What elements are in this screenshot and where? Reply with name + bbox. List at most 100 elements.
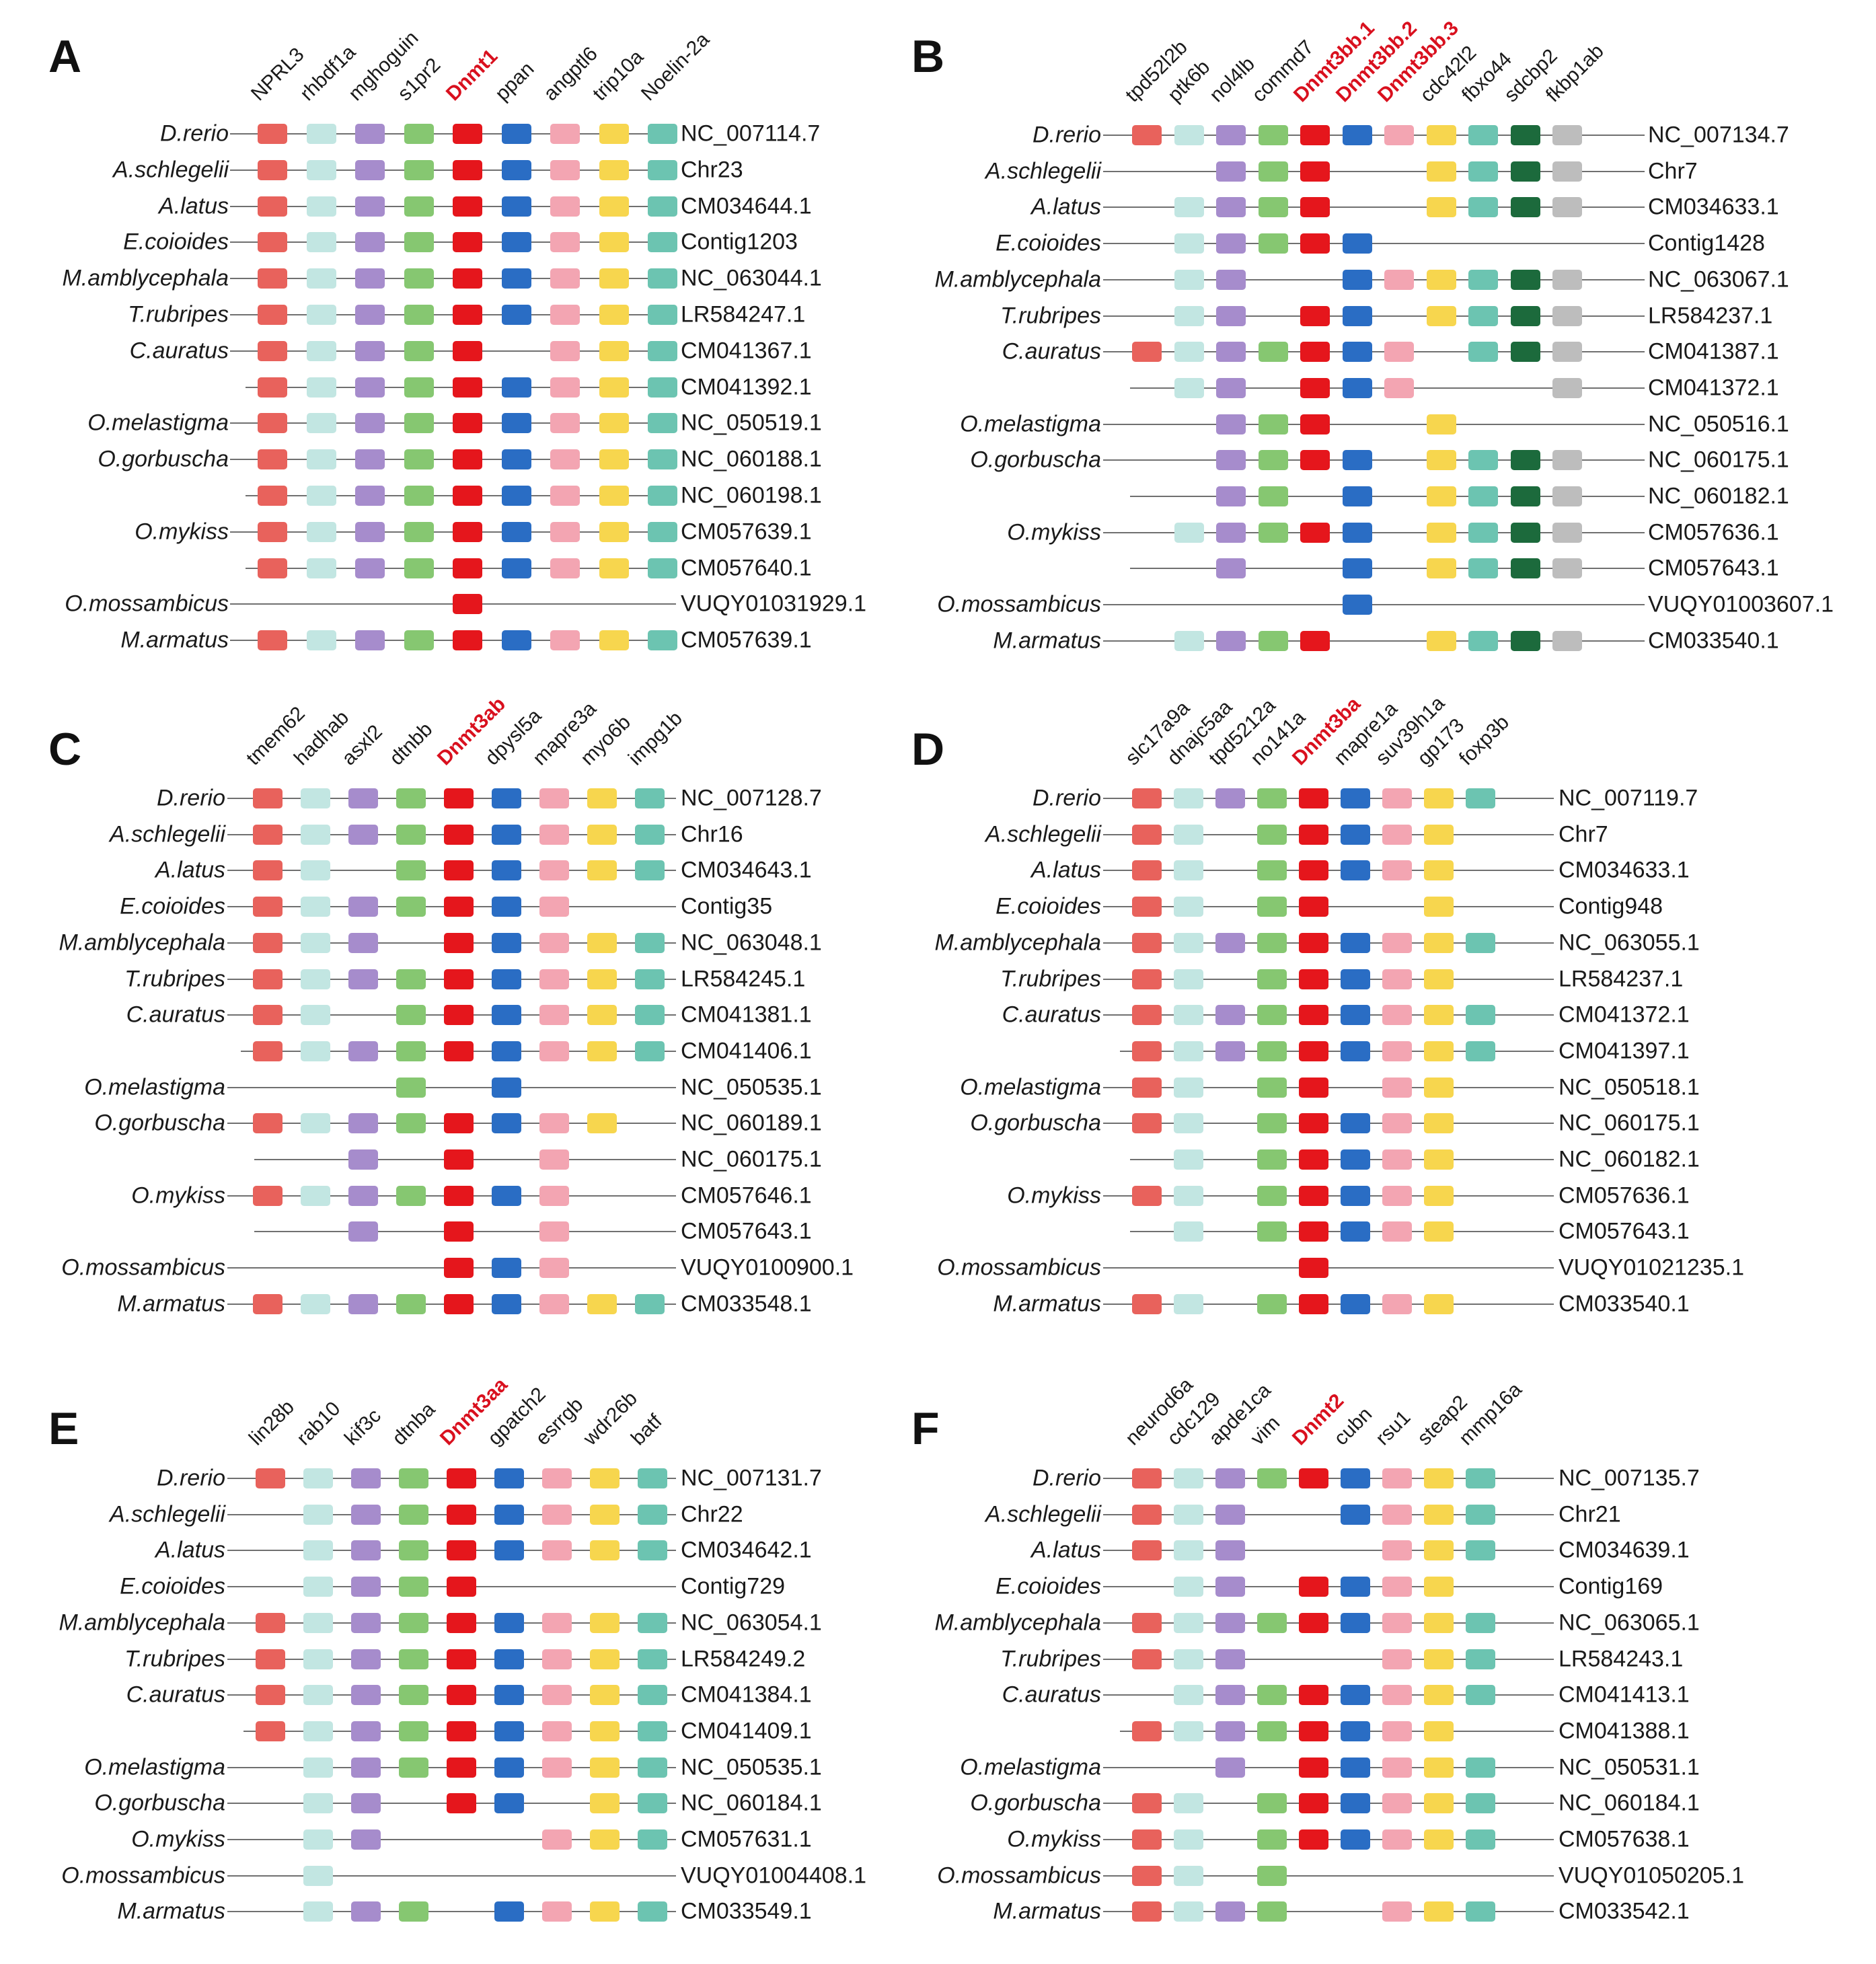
species-label: A.latus — [155, 1537, 225, 1563]
gene-box-angptl6 — [550, 449, 580, 470]
gene-box-wdr26b — [590, 1721, 620, 1741]
gene-box-rhbdf1a — [306, 630, 336, 651]
gene-box-noelin-2a — [648, 449, 677, 470]
gene-box-steap2 — [1424, 1721, 1454, 1741]
gene-box-kif3c — [351, 1793, 381, 1814]
species-label: O.gorbuscha — [94, 1790, 225, 1816]
gene-box-dnmt3ba — [1299, 932, 1328, 953]
gene-box-tpd52l2b — [1132, 125, 1162, 145]
gene-box-slc17a9a — [1132, 1041, 1162, 1061]
chromosome-line — [1103, 315, 1645, 317]
gene-box-trip10a — [599, 630, 629, 651]
gene-box-apde1ca — [1215, 1757, 1245, 1778]
gene-box-trip10a — [599, 159, 629, 180]
gene-box-dnmt3aa — [447, 1649, 476, 1669]
species-label: O.melastigma — [87, 410, 229, 436]
gene-box-impg1b — [635, 788, 665, 808]
species-label: D.rerio — [1032, 785, 1101, 811]
species-label: T.rubripes — [128, 301, 229, 328]
gene-box-steap2 — [1424, 1468, 1454, 1488]
gene-box-rsu1 — [1382, 1468, 1412, 1488]
chromosome-line — [1103, 423, 1645, 425]
gene-box-cdc42l2 — [1426, 558, 1456, 579]
gene-box-nprl3 — [258, 232, 287, 253]
gene-box-s1pr2 — [404, 558, 434, 578]
gene-box-cubn — [1341, 1504, 1370, 1525]
gene-box-sdcbp2 — [1510, 197, 1540, 218]
gene-box-s1pr2 — [404, 268, 434, 289]
gene-box-mapre1a — [1341, 824, 1370, 845]
gene-box-esrrgb — [542, 1685, 572, 1706]
species-label: O.melastigma — [84, 1754, 225, 1780]
species-label: O.melastigma — [84, 1074, 225, 1100]
accession-label: CM041388.1 — [1559, 1718, 1690, 1744]
gene-box-rsu1 — [1382, 1721, 1412, 1741]
species-label: O.mossambicus — [937, 591, 1101, 617]
accession-label: CM034643.1 — [681, 857, 812, 883]
gene-box-dtnba — [399, 1540, 428, 1561]
accession-label: NC_050531.1 — [1559, 1754, 1700, 1780]
gene-box-neurod6a — [1132, 1901, 1162, 1922]
species-label: M.armatus — [117, 1291, 225, 1317]
gene-box-dnmt1 — [453, 196, 482, 217]
species-label: O.melastigma — [960, 1754, 1101, 1780]
gene-box-sdcbp2 — [1510, 342, 1540, 363]
chromosome-line — [1103, 1478, 1554, 1479]
gene-box-dnmt3ba — [1299, 1077, 1328, 1098]
gene-box-rhbdf1a — [306, 340, 336, 361]
gene-box-dnmt3ba — [1299, 788, 1328, 808]
gene-box-cdc129 — [1174, 1793, 1203, 1814]
gene-box-sdcbp2 — [1510, 161, 1540, 182]
gene-box-ppan — [501, 413, 531, 434]
gene-box-dtnbb — [396, 1005, 426, 1026]
gene-box-dnajc5aa — [1174, 824, 1203, 845]
gene-box-angptl6 — [550, 268, 580, 289]
gene-box-dnmt1 — [453, 449, 482, 470]
gene-box-nol4lb — [1216, 630, 1246, 651]
gene-box-dnmt3bb-1 — [1300, 414, 1330, 435]
gene-box-gpatch2 — [494, 1504, 524, 1525]
gene-box-dnmt3ba — [1299, 1185, 1328, 1206]
chromosome-line — [1103, 604, 1645, 606]
gene-box-slc17a9a — [1132, 860, 1162, 881]
species-label: M.amblycephala — [934, 266, 1101, 293]
accession-label: NC_007119.7 — [1559, 785, 1698, 811]
gene-box-s1pr2 — [404, 124, 434, 144]
gene-box-dnmt3aa — [447, 1577, 476, 1597]
gene-box-slc17a9a — [1132, 932, 1162, 953]
gene-box-cdc42l2 — [1426, 414, 1456, 435]
gene-box-esrrgb — [542, 1721, 572, 1741]
gene-box-rsu1 — [1382, 1829, 1412, 1850]
gene-box-fkbp1ab — [1552, 269, 1582, 290]
gene-box-nol4lb — [1216, 414, 1246, 435]
species-label: A.schlegelii — [985, 1501, 1101, 1527]
species-label: M.armatus — [120, 627, 229, 653]
gene-box-mapre1a — [1341, 1293, 1370, 1314]
gene-box-mmp16a — [1466, 1649, 1495, 1669]
gene-box-gp173 — [1424, 860, 1454, 881]
gene-box-mghoguin — [355, 558, 385, 578]
species-label: M.armatus — [993, 1898, 1101, 1924]
gene-box-cubn — [1341, 1829, 1370, 1850]
species-label: M.amblycephala — [934, 1610, 1101, 1636]
gene-box-steap2 — [1424, 1757, 1454, 1778]
chromosome-line — [1103, 206, 1645, 209]
species-label: D.rerio — [1032, 1465, 1101, 1491]
gene-box-asxl2 — [348, 1041, 378, 1061]
gene-box-no141a — [1257, 1077, 1287, 1098]
gene-box-cdc129 — [1174, 1504, 1203, 1525]
chromosome-line — [227, 1086, 676, 1088]
accession-label: NC_007114.7 — [681, 120, 821, 147]
gene-box-steap2 — [1424, 1901, 1454, 1922]
species-label: A.latus — [1031, 194, 1101, 220]
gene-box-rab10 — [303, 1721, 333, 1741]
gene-box-ppan — [501, 521, 531, 542]
chromosome-line — [1103, 1875, 1554, 1877]
gene-box-dnajc5aa — [1174, 1041, 1203, 1061]
gene-box-impg1b — [635, 1005, 665, 1026]
gene-box-dnmt1 — [453, 630, 482, 651]
gene-box-steap2 — [1424, 1504, 1454, 1525]
accession-label: LR584243.1 — [1559, 1646, 1684, 1671]
gene-box-cubn — [1341, 1793, 1370, 1814]
gene-box-vim — [1257, 1721, 1287, 1741]
